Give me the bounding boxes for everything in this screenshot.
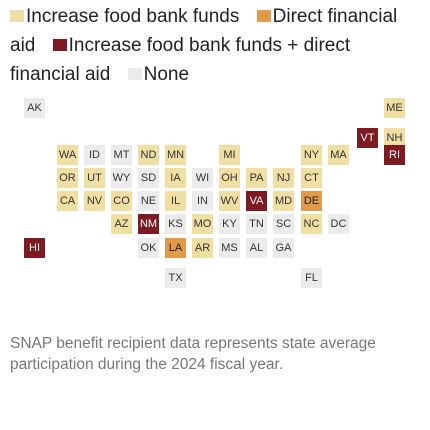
state-tile-id: ID: [84, 145, 105, 165]
legend-label-direct-aid: Direct financial aid: [10, 6, 398, 56]
state-tile-al: AL: [246, 238, 267, 258]
legend-item-food-bank: Increase food bank funds: [10, 6, 239, 27]
state-tile-ut: UT: [84, 168, 105, 188]
legend-swatch-both: [52, 39, 67, 51]
state-tile-wi: WI: [192, 168, 213, 188]
legend-label-both: Increase food bank funds + direct financ…: [10, 35, 351, 85]
state-tile-hi: HI: [24, 238, 45, 258]
state-tile-in: IN: [192, 191, 213, 211]
state-tile-ri: RI: [384, 145, 405, 165]
state-tile-ks: KS: [165, 214, 186, 234]
legend-swatch-none: [127, 68, 142, 80]
state-tile-ia: IA: [165, 168, 186, 188]
state-tile-va: VA: [246, 191, 267, 211]
state-tile-nj: NJ: [273, 168, 294, 188]
state-tile-nh: NH: [384, 128, 405, 148]
state-tile-ca: CA: [57, 191, 78, 211]
map-legend: Increase food bank funds Direct financia…: [10, 2, 425, 89]
state-tile-ga: GA: [273, 238, 294, 258]
state-tile-dc: DC: [328, 214, 349, 234]
legend-item-both: [52, 35, 69, 56]
state-tile-mo: MO: [192, 214, 213, 234]
state-tile-tn: TN: [246, 214, 267, 234]
legend-swatch-food-bank: [10, 10, 24, 22]
legend-label-none: None: [143, 64, 190, 85]
state-tile-ma: MA: [328, 145, 349, 165]
state-tile-nm: NM: [138, 214, 159, 234]
state-tile-wv: WV: [219, 191, 240, 211]
state-tile-il: IL: [165, 191, 186, 211]
state-tile-nv: NV: [84, 191, 105, 211]
legend-swatch-direct-aid: [256, 10, 271, 22]
state-tile-sc: SC: [273, 214, 294, 234]
state-tile-mn: MN: [165, 145, 186, 165]
state-tile-az: AZ: [111, 214, 132, 234]
state-tile-vt: VT: [357, 128, 378, 148]
state-tile-ok: OK: [138, 238, 159, 258]
state-tile-de: DE: [301, 191, 322, 211]
state-tile-ky: KY: [219, 214, 240, 234]
state-tile-md: MD: [273, 191, 294, 211]
state-tile-me: ME: [384, 98, 405, 118]
state-tile-nc: NC: [301, 214, 322, 234]
state-tile-ak: AK: [24, 98, 45, 118]
state-tile-fl: FL: [301, 268, 322, 288]
state-tile-ct: CT: [301, 168, 322, 188]
state-tile-co: CO: [111, 191, 132, 211]
state-tile-ms: MS: [219, 238, 240, 258]
state-tile-mi: MI: [219, 145, 240, 165]
state-tile-mt: MT: [111, 145, 132, 165]
state-tile-or: OR: [57, 168, 78, 188]
legend-item-direct-aid: [256, 6, 273, 27]
state-tile-ny: NY: [301, 145, 322, 165]
footnote: SNAP benefit recipient data represents s…: [10, 335, 376, 373]
state-tile-oh: OH: [219, 168, 240, 188]
state-tile-tx: TX: [165, 268, 186, 288]
state-tile-wa: WA: [57, 145, 78, 165]
state-tile-ne: NE: [138, 191, 159, 211]
legend-item-none: None: [127, 64, 190, 85]
state-tile-ar: AR: [192, 238, 213, 258]
state-tile-sd: SD: [138, 168, 159, 188]
state-tile-la: LA: [165, 238, 186, 258]
state-tile-wy: WY: [111, 168, 132, 188]
state-tile-pa: PA: [246, 168, 267, 188]
state-tile-nd: ND: [138, 145, 159, 165]
legend-label-food-bank: Increase food bank funds: [26, 6, 240, 27]
